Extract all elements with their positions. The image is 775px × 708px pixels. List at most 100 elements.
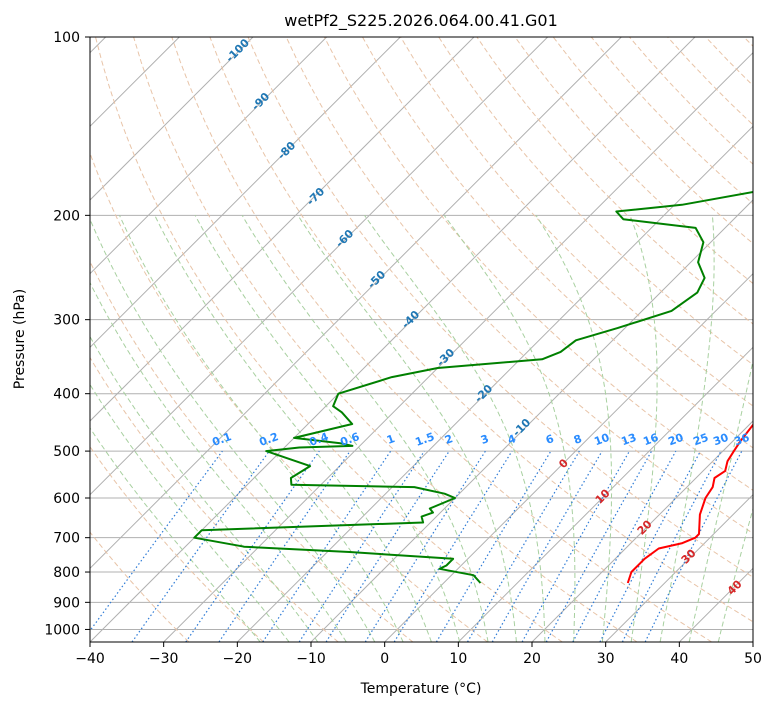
moist-adiabat-line bbox=[629, 215, 658, 642]
plot-background bbox=[90, 37, 753, 642]
moist-adiabat-line bbox=[90, 335, 319, 642]
isotherm-line bbox=[236, 125, 753, 642]
y-tick-label: 300 bbox=[53, 313, 80, 329]
dry-adiabat-line bbox=[209, 37, 753, 623]
dry-adiabat-line bbox=[90, 356, 339, 642]
x-tick-label: 10 bbox=[449, 651, 467, 667]
plot-frame bbox=[89, 36, 754, 643]
dry-adiabat-line bbox=[90, 260, 414, 642]
dry-adiabat-line bbox=[247, 37, 753, 578]
mixing-ratio-line bbox=[393, 450, 513, 642]
isotherm-line bbox=[90, 37, 622, 570]
x-tick-label: 50 bbox=[744, 651, 762, 667]
dry-adiabat-line bbox=[400, 37, 753, 407]
dry-adiabat-line bbox=[95, 37, 563, 642]
moist-adiabat-line bbox=[297, 215, 517, 642]
mixing-ratio-label: 0.4 bbox=[307, 430, 330, 449]
mixing-ratio-label: 13 bbox=[619, 431, 638, 448]
dry-adiabat-line bbox=[285, 37, 753, 535]
mixing-ratio-label: 36 bbox=[732, 431, 751, 449]
dry-adiabat-line bbox=[514, 37, 753, 285]
y-tick-label: 800 bbox=[53, 565, 80, 581]
x-tick-label: 0 bbox=[380, 651, 389, 667]
mixing-ratio-label: 0.1 bbox=[210, 430, 233, 449]
moist-adiabat-line bbox=[688, 358, 753, 642]
moist-adiabat-line bbox=[90, 218, 376, 642]
dry-adiabat-line bbox=[90, 445, 264, 642]
x-tick-label: −10 bbox=[296, 651, 326, 667]
temperature-profile-line bbox=[626, 423, 753, 584]
x-tick-label: −40 bbox=[75, 651, 105, 667]
x-tick-label: −20 bbox=[223, 651, 253, 667]
isotherm-line bbox=[90, 37, 328, 275]
y-tick-label: 500 bbox=[53, 444, 80, 460]
isotherm-line bbox=[90, 37, 401, 349]
x-tick-label: 20 bbox=[523, 651, 541, 667]
dry-adiabat-line bbox=[133, 37, 638, 642]
isotherm-line bbox=[90, 37, 696, 642]
x-tick-label: −30 bbox=[149, 651, 179, 667]
moist-adiabat-line bbox=[90, 281, 347, 642]
mixing-ratio-line bbox=[185, 450, 320, 642]
dry-adiabat-line bbox=[90, 531, 190, 642]
chart-title: wetPf2_S225.2026.064.00.41.G01 bbox=[284, 11, 558, 31]
mixing-ratio-label: 16 bbox=[641, 431, 660, 449]
mixing-ratio-label: 3 bbox=[479, 432, 491, 447]
y-tick-label: 100 bbox=[53, 30, 80, 46]
isotherm-line bbox=[457, 346, 753, 642]
y-tick-label: 400 bbox=[53, 387, 80, 403]
mixing-ratio-line bbox=[131, 450, 270, 642]
y-tick-label: 600 bbox=[53, 491, 80, 507]
dry-adiabat-line bbox=[171, 37, 712, 642]
moist-adiabat-line bbox=[241, 215, 489, 642]
isotherm-line bbox=[605, 493, 753, 642]
mixing-ratio-label: 2 bbox=[443, 432, 455, 447]
background-lines bbox=[90, 37, 753, 642]
dry-adiabat-line bbox=[438, 37, 753, 366]
mixing-ratio-label: 10 bbox=[592, 431, 611, 449]
moist-adiabat-line bbox=[194, 215, 461, 642]
moist-adiabat-line bbox=[90, 427, 261, 642]
dry-adiabat-line bbox=[90, 151, 488, 642]
mixing-ratio-label: 30 bbox=[711, 431, 730, 449]
mixing-ratio-label: 6 bbox=[544, 432, 556, 447]
isotherm-line bbox=[90, 37, 254, 201]
mixing-ratio-label: 8 bbox=[572, 432, 584, 447]
isotherm-line bbox=[163, 51, 753, 642]
x-tick-label: 30 bbox=[597, 651, 615, 667]
mixing-ratio-line bbox=[545, 450, 653, 642]
axes: −40 −30 −20 −10 0 10 20 30 40 5010020030040050060… bbox=[44, 30, 762, 667]
y-tick-label: 900 bbox=[53, 595, 80, 611]
mixing-ratio-line bbox=[521, 450, 631, 642]
mixing-ratio-label: 25 bbox=[691, 431, 710, 448]
moist-adiabat-line bbox=[535, 215, 613, 642]
mixing-ratio-label: 0.2 bbox=[257, 430, 280, 449]
y-axis-label: Pressure (hPa) bbox=[12, 289, 28, 389]
y-tick-label: 700 bbox=[53, 531, 80, 547]
mixing-ratio-line bbox=[218, 450, 351, 642]
isotherm-line bbox=[90, 37, 549, 496]
isotherm-line bbox=[531, 420, 753, 642]
mixing-ratio-line bbox=[262, 450, 392, 642]
mixing-ratio-label: 1 bbox=[385, 432, 397, 447]
x-tick-label: 40 bbox=[670, 651, 688, 667]
mixing-ratio-label: 4 bbox=[506, 432, 518, 447]
mixing-ratio-line bbox=[90, 450, 223, 632]
dry-adiabat-line bbox=[323, 37, 753, 491]
y-tick-label: 1000 bbox=[44, 622, 80, 638]
x-axis-label: Temperature (°C) bbox=[360, 681, 482, 697]
mixing-ratio-label: 1.5 bbox=[413, 430, 436, 449]
moist-adiabat-line bbox=[119, 215, 404, 642]
mixing-ratio-line bbox=[572, 450, 677, 642]
mixing-ratio-line bbox=[325, 450, 450, 642]
mixing-ratio-label: 0.6 bbox=[338, 430, 361, 449]
mixing-ratio-line bbox=[644, 450, 743, 642]
mixing-ratio-label: 20 bbox=[666, 431, 685, 449]
moist-adiabat-line bbox=[154, 215, 432, 642]
isotherm-line bbox=[384, 272, 753, 642]
y-tick-label: 200 bbox=[53, 208, 80, 224]
moist-adiabat-line bbox=[364, 215, 546, 642]
isotherm-line bbox=[752, 641, 753, 642]
dewpoint-profile-line bbox=[193, 190, 753, 584]
